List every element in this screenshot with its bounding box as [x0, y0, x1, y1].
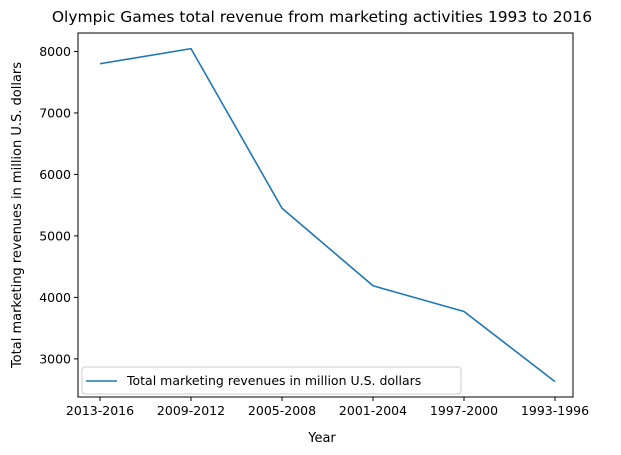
- x-tick-label: 2001-2004: [339, 403, 407, 418]
- series-line: [99, 47, 556, 383]
- x-tick-label: 1993-1996: [521, 403, 589, 418]
- y-tick-label: 6000: [39, 167, 71, 182]
- x-tick-label: 1997-2000: [430, 403, 498, 418]
- x-tick-label: 2009-2012: [157, 403, 225, 418]
- y-tick-label: 7000: [39, 105, 71, 120]
- series-layer: [99, 47, 556, 383]
- y-tick-label: 5000: [39, 228, 71, 243]
- y-tick-label: 8000: [39, 44, 71, 59]
- x-axis-label: Year: [307, 431, 336, 446]
- y-tick-label: 4000: [39, 290, 71, 305]
- x-tick-label: 2013-2016: [66, 403, 134, 418]
- legend-box: [81, 366, 462, 395]
- y-tick-label: 3000: [39, 351, 71, 366]
- legend: Total marketing revenues in million U.S.…: [81, 366, 462, 395]
- x-axis-ticks: 2013-2016 2009-2012 2005-2008 2001-2004 1997…: [66, 397, 589, 418]
- y-axis-label: Total marketing revenues in million U.S.…: [10, 62, 25, 369]
- legend-entry-label: Total marketing revenues in million U.S.…: [126, 373, 421, 388]
- x-tick-label: 2005-2008: [248, 403, 316, 418]
- plot-area-frame: [77, 32, 574, 398]
- chart-title: Olympic Games total revenue from marketi…: [52, 8, 592, 26]
- y-axis-ticks: 3000 4000 5000 6000 7000 8000: [39, 44, 78, 366]
